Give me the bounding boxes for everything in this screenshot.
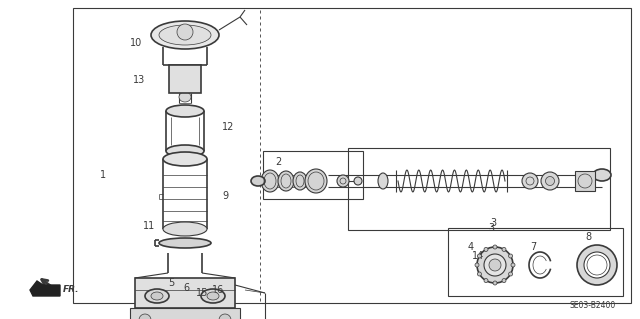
- Circle shape: [177, 24, 193, 40]
- Bar: [73, 8, 631, 303]
- Text: 14: 14: [472, 251, 484, 261]
- Ellipse shape: [522, 173, 538, 189]
- Text: 5: 5: [168, 278, 174, 288]
- Circle shape: [493, 245, 497, 249]
- Text: 6: 6: [183, 283, 189, 293]
- Circle shape: [484, 278, 488, 283]
- Bar: [169, 65, 201, 93]
- Ellipse shape: [337, 175, 349, 187]
- Ellipse shape: [584, 252, 610, 278]
- Text: 7: 7: [530, 242, 536, 252]
- Circle shape: [493, 281, 497, 285]
- Ellipse shape: [251, 176, 265, 186]
- Text: 3: 3: [490, 218, 496, 228]
- Ellipse shape: [201, 289, 225, 303]
- Ellipse shape: [159, 238, 211, 248]
- Ellipse shape: [593, 169, 611, 181]
- Circle shape: [477, 254, 481, 258]
- Text: FR.: FR.: [63, 286, 79, 294]
- Ellipse shape: [489, 259, 501, 271]
- Ellipse shape: [261, 170, 279, 192]
- Circle shape: [219, 314, 231, 319]
- Circle shape: [475, 263, 479, 267]
- Text: 12: 12: [222, 122, 234, 132]
- Bar: [348, 148, 610, 230]
- Circle shape: [477, 272, 481, 276]
- Bar: [130, 308, 240, 319]
- Text: 4: 4: [468, 242, 474, 252]
- Text: 8: 8: [585, 232, 591, 242]
- Text: 15: 15: [196, 288, 209, 298]
- Ellipse shape: [179, 92, 191, 102]
- Text: 13: 13: [133, 75, 145, 85]
- Text: 11: 11: [143, 221, 156, 231]
- Ellipse shape: [477, 247, 513, 283]
- Ellipse shape: [207, 292, 219, 300]
- Ellipse shape: [293, 172, 307, 190]
- Ellipse shape: [305, 169, 327, 193]
- Ellipse shape: [166, 145, 204, 157]
- Circle shape: [139, 314, 151, 319]
- Bar: [575, 171, 595, 191]
- Text: 2: 2: [275, 157, 281, 167]
- Circle shape: [509, 254, 513, 258]
- Ellipse shape: [484, 254, 506, 276]
- Ellipse shape: [163, 152, 207, 166]
- Ellipse shape: [577, 245, 617, 285]
- Ellipse shape: [166, 105, 204, 117]
- Ellipse shape: [545, 176, 554, 186]
- Circle shape: [484, 248, 488, 251]
- Text: 3: 3: [488, 223, 494, 233]
- Circle shape: [511, 263, 515, 267]
- Bar: [448, 228, 623, 296]
- Ellipse shape: [145, 289, 169, 303]
- Ellipse shape: [278, 171, 294, 191]
- Ellipse shape: [151, 21, 219, 49]
- Bar: [135, 278, 235, 308]
- Polygon shape: [30, 281, 60, 296]
- Circle shape: [502, 248, 506, 251]
- Circle shape: [509, 272, 513, 276]
- Bar: [263, 151, 363, 199]
- Text: 9: 9: [222, 191, 228, 201]
- Ellipse shape: [541, 172, 559, 190]
- Text: 1: 1: [100, 170, 106, 180]
- Text: SE03-B2400: SE03-B2400: [570, 300, 616, 309]
- Ellipse shape: [151, 292, 163, 300]
- Text: 16: 16: [212, 285, 224, 295]
- Ellipse shape: [163, 222, 207, 236]
- Ellipse shape: [159, 25, 211, 45]
- Ellipse shape: [378, 173, 388, 189]
- Circle shape: [502, 278, 506, 283]
- Ellipse shape: [354, 177, 362, 185]
- Text: 10: 10: [130, 38, 142, 48]
